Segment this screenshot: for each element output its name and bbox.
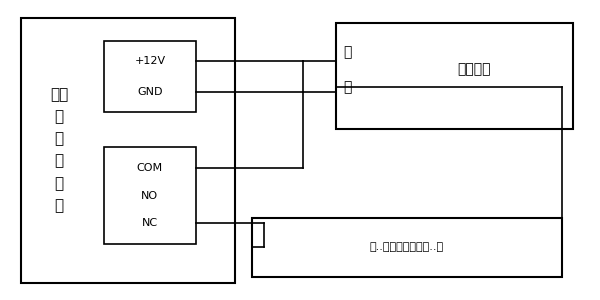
Bar — [104, 41, 196, 112]
Text: 正..断电开锁型电锁..负: 正..断电开锁型电锁..负 — [370, 242, 444, 252]
Text: 正: 正 — [343, 45, 351, 59]
Text: GND: GND — [137, 87, 163, 97]
Text: NO: NO — [142, 190, 158, 201]
Text: 负: 负 — [343, 80, 351, 94]
Text: COM: COM — [137, 164, 163, 173]
Bar — [20, 17, 235, 283]
Text: 原装电源: 原装电源 — [457, 62, 490, 76]
Text: NC: NC — [142, 218, 158, 228]
Text: +12V: +12V — [134, 56, 166, 66]
Bar — [104, 147, 196, 244]
Bar — [253, 218, 562, 277]
Bar — [335, 23, 574, 129]
Text: 单门
门
禁
控
制
器: 单门 门 禁 控 制 器 — [50, 87, 68, 213]
